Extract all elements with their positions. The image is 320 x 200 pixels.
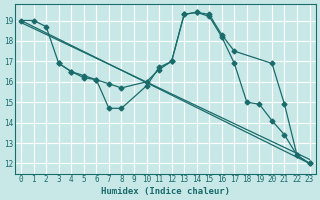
X-axis label: Humidex (Indice chaleur): Humidex (Indice chaleur) bbox=[101, 187, 230, 196]
